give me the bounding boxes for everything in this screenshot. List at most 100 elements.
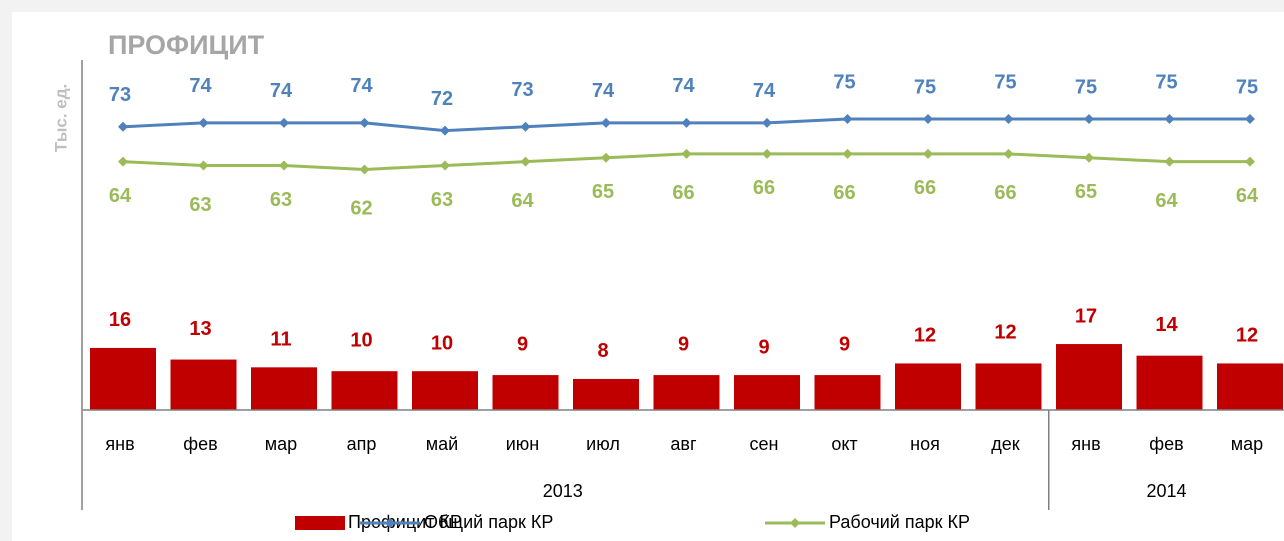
x-group-label: 2013 bbox=[543, 481, 583, 501]
x-tick-label: мар bbox=[265, 434, 297, 454]
x-tick-label: авг bbox=[670, 434, 697, 454]
marker bbox=[681, 117, 692, 128]
data-label: 64 bbox=[109, 185, 132, 207]
bar bbox=[492, 375, 559, 410]
y-axis-label: Тыс. ед. bbox=[51, 84, 70, 153]
marker bbox=[762, 148, 772, 159]
legend-label: Рабочий парк КР bbox=[829, 512, 970, 532]
marker bbox=[520, 121, 531, 132]
data-label: 73 bbox=[511, 79, 533, 101]
data-label: 75 bbox=[994, 71, 1016, 93]
marker bbox=[1084, 152, 1094, 163]
data-label: 66 bbox=[753, 177, 775, 199]
marker bbox=[440, 160, 450, 171]
data-label: 8 bbox=[597, 340, 608, 362]
data-label: 66 bbox=[833, 182, 855, 204]
data-label: 74 bbox=[189, 75, 212, 97]
data-label: 74 bbox=[672, 75, 695, 97]
data-label: 9 bbox=[839, 333, 850, 355]
bar bbox=[734, 375, 800, 410]
x-tick-label: янв bbox=[1071, 434, 1100, 454]
data-label: 63 bbox=[431, 189, 453, 211]
data-label: 11 bbox=[270, 329, 291, 351]
bar bbox=[412, 371, 478, 410]
data-label: 14 bbox=[1155, 314, 1178, 336]
data-label: 75 bbox=[1155, 71, 1177, 93]
marker bbox=[1164, 156, 1175, 167]
data-label: 74 bbox=[753, 80, 776, 102]
x-tick-label: май bbox=[426, 434, 458, 454]
bar bbox=[814, 375, 881, 410]
data-label: 75 bbox=[1075, 76, 1097, 98]
x-tick-label: апр bbox=[347, 434, 377, 454]
data-label: 9 bbox=[517, 333, 528, 355]
marker bbox=[1003, 148, 1014, 159]
bar bbox=[975, 363, 1042, 410]
data-label: 65 bbox=[592, 181, 614, 203]
data-label: 65 bbox=[1075, 181, 1097, 203]
bar bbox=[90, 347, 156, 410]
marker bbox=[1245, 156, 1255, 167]
data-label: 64 bbox=[511, 190, 534, 212]
marker bbox=[520, 156, 531, 167]
x-tick-label: дек bbox=[991, 434, 1020, 454]
x-tick-label: июл bbox=[586, 434, 620, 454]
data-label: 64 bbox=[1155, 190, 1178, 212]
legend-label: Общий парк КР bbox=[424, 512, 553, 532]
marker bbox=[1003, 114, 1014, 124]
data-label: 66 bbox=[914, 177, 936, 199]
data-label: 12 bbox=[994, 322, 1016, 344]
data-label: 13 bbox=[189, 318, 211, 340]
marker bbox=[601, 117, 611, 128]
chart-title: ПРОФИЦИТ bbox=[108, 30, 265, 60]
marker bbox=[923, 114, 933, 124]
marker bbox=[440, 125, 450, 136]
marker bbox=[923, 148, 933, 159]
x-tick-label: июн bbox=[506, 434, 540, 454]
x-tick-label: янв bbox=[105, 434, 134, 454]
data-label: 63 bbox=[189, 194, 211, 216]
legend-marker bbox=[385, 518, 395, 528]
x-tick-label: фев bbox=[183, 434, 217, 454]
data-label: 16 bbox=[109, 309, 131, 331]
x-group-label: 2014 bbox=[1146, 481, 1186, 501]
marker bbox=[359, 164, 370, 175]
marker bbox=[681, 148, 692, 159]
marker bbox=[118, 156, 128, 167]
marker bbox=[1164, 114, 1175, 124]
data-label: 10 bbox=[431, 332, 453, 354]
bar bbox=[331, 371, 398, 410]
bar bbox=[1217, 363, 1283, 410]
marker bbox=[279, 160, 289, 171]
bar bbox=[170, 359, 237, 410]
data-label: 75 bbox=[914, 76, 936, 98]
data-label: 75 bbox=[833, 71, 855, 93]
data-label: 12 bbox=[914, 325, 936, 347]
x-tick-label: мар bbox=[1231, 434, 1263, 454]
marker bbox=[762, 117, 772, 128]
data-label: 9 bbox=[678, 333, 689, 355]
bar bbox=[573, 378, 639, 410]
data-label: 74 bbox=[592, 80, 615, 102]
data-label: 66 bbox=[672, 182, 694, 204]
data-label: 73 bbox=[109, 84, 131, 106]
data-label: 62 bbox=[350, 198, 372, 220]
marker bbox=[1245, 114, 1255, 124]
bar bbox=[653, 375, 720, 410]
data-label: 12 bbox=[1236, 325, 1258, 347]
data-label: 66 bbox=[994, 182, 1016, 204]
x-tick-label: ноя bbox=[910, 434, 940, 454]
bar bbox=[1056, 344, 1122, 410]
data-label: 17 bbox=[1075, 305, 1097, 327]
chart-panel bbox=[12, 12, 1284, 541]
marker bbox=[842, 148, 853, 159]
data-label: 72 bbox=[431, 88, 453, 110]
data-label: 75 bbox=[1236, 76, 1258, 98]
x-tick-label: фев bbox=[1149, 434, 1183, 454]
marker bbox=[601, 152, 611, 163]
bar bbox=[251, 367, 317, 410]
data-label: 64 bbox=[1236, 185, 1259, 207]
marker bbox=[198, 117, 209, 128]
